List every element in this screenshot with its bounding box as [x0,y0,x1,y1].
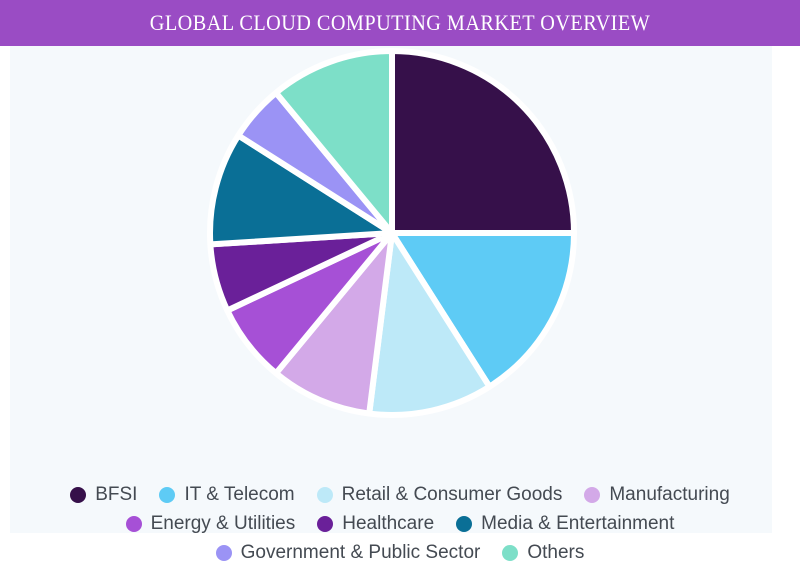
chart-panel: BFSI IT & Telecom Retail & Consumer Goods M… [10,46,772,563]
pie-slice-bfsi [389,48,577,236]
legend-label: Manufacturing [609,483,730,505]
pie-slice-retail-consumer-goods [366,230,493,418]
pie-slice-it-telecom [389,230,577,390]
legend-item: Manufacturing [584,483,730,506]
legend-row: Energy & Utilities Healthcare Media & Ente… [10,509,790,538]
legend-swatch-icon [125,515,142,532]
legend-row: BFSI IT & Telecom Retail & Consumer Goods M… [10,480,790,509]
legend-label: Energy & Utilities [150,512,296,534]
legend-item: Government & Public Sector [215,541,481,564]
legend-label: IT & Telecom [184,483,295,505]
legend-item: Media & Entertainment [456,513,674,535]
pie-slices [207,48,577,418]
pie-slice-others [272,48,395,236]
legend-swatch-icon [215,544,232,561]
legend-item: Healthcare [317,513,434,535]
legend-swatch-icon [316,486,333,503]
legend-swatch-icon [159,486,176,503]
legend-item: Others [502,542,584,564]
legend-label: Government & Public Sector [240,541,481,563]
pie-slice-manufacturing [272,230,395,417]
legend-item: IT & Telecom [159,483,295,506]
legend-swatch-icon [456,515,473,532]
chart-title: GLOBAL CLOUD COMPUTING MARKET OVERVIEW [149,10,651,35]
legend-swatch-icon [70,486,87,503]
legend-swatch-icon [317,515,334,532]
legend-label: Retail & Consumer Goods [341,483,563,505]
legend-swatch-icon [584,486,601,503]
legend-swatch-icon [502,544,519,561]
legend-item: Energy & Utilities [125,512,296,535]
legend-item: BFSI [70,484,137,506]
legend-label: Media & Entertainment [481,512,675,534]
legend-label: BFSI [95,483,138,505]
legend-item: Retail & Consumer Goods [316,483,563,506]
legend-row: Government & Public Sector Others [10,538,790,567]
pie-slice-media-entertainment [207,132,395,248]
legend-label: Healthcare [342,512,435,534]
header-banner: GLOBAL CLOUD COMPUTING MARKET OVERVIEW [0,0,800,46]
pie-chart [207,48,577,418]
legend-label: Others [527,541,585,563]
chart-legend: BFSI IT & Telecom Retail & Consumer Goods M… [10,480,790,567]
